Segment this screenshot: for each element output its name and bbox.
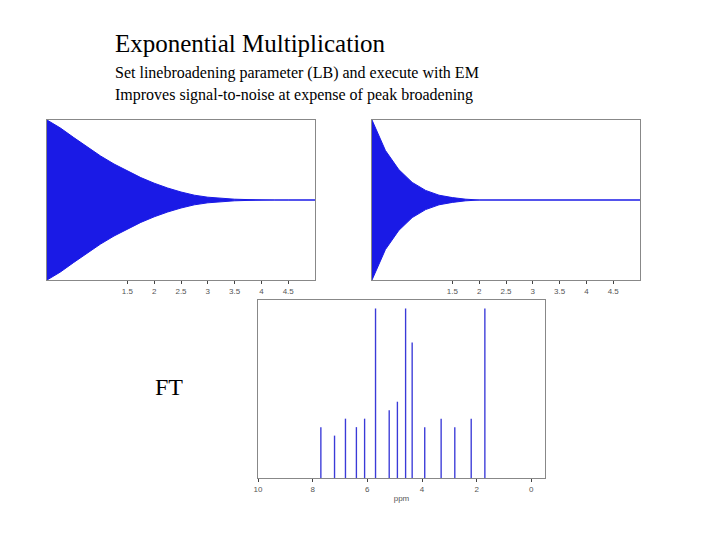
svg-text:3: 3 [206, 287, 211, 296]
svg-text:10: 10 [254, 485, 263, 494]
svg-text:2.5: 2.5 [175, 287, 187, 296]
svg-text:2.5: 2.5 [500, 287, 512, 296]
svg-text:4.5: 4.5 [283, 287, 295, 296]
svg-text:8: 8 [310, 485, 315, 494]
svg-text:0: 0 [529, 485, 534, 494]
svg-text:2: 2 [474, 485, 479, 494]
svg-text:3: 3 [531, 287, 536, 296]
svg-text:2: 2 [477, 287, 482, 296]
svg-text:ppm: ppm [394, 494, 410, 503]
svg-text:4: 4 [259, 287, 264, 296]
svg-text:1.5: 1.5 [447, 287, 459, 296]
svg-text:1.5: 1.5 [122, 287, 134, 296]
html-text:Set linebroadening parameter (: Set linebroadening parameter (LB) and ex… [115, 64, 479, 81]
svg-text:3.5: 3.5 [229, 287, 241, 296]
svg-text:4.5: 4.5 [608, 287, 620, 296]
html-text:Improves signal-to-noise at ex: Improves signal-to-noise at expense of p… [115, 86, 474, 103]
svg-text:6: 6 [365, 485, 370, 494]
svg-text:4: 4 [584, 287, 589, 296]
svg-text:2: 2 [152, 287, 157, 296]
svg-text:3.5: 3.5 [554, 287, 566, 296]
svg-text:4: 4 [420, 485, 425, 494]
html-text:FT: FT [155, 374, 183, 400]
html-text:Exponential Multiplication: Exponential Multiplication [115, 30, 386, 57]
